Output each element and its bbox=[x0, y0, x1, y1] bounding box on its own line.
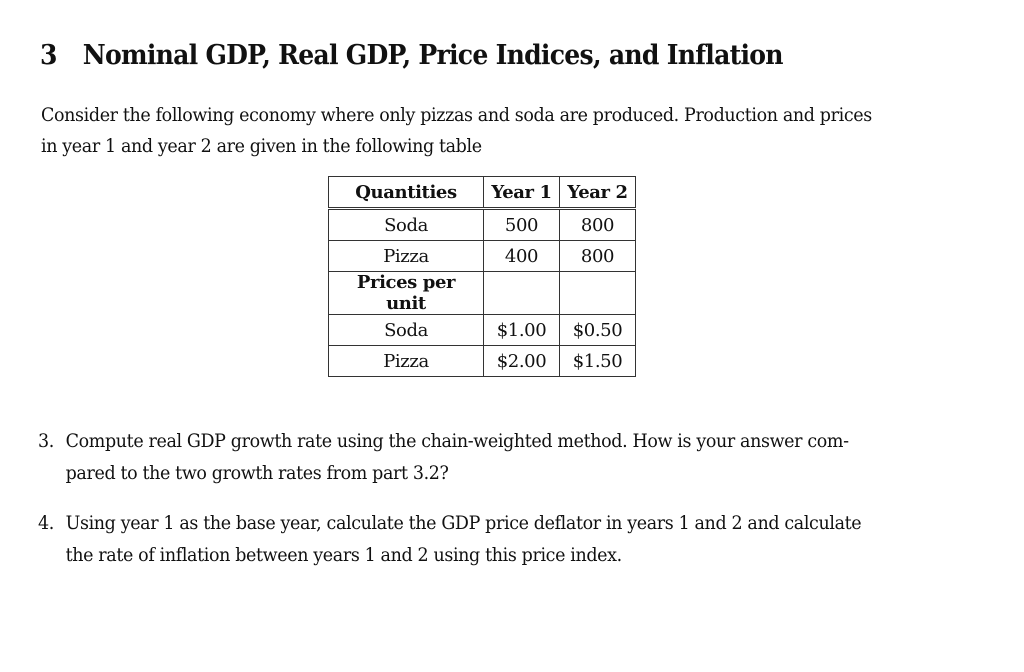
question-line: Compute real GDP growth rate using the c… bbox=[65, 430, 849, 452]
table-header-row: Quantities Year 1 Year 2 bbox=[328, 176, 636, 210]
production-prices-table: Quantities Year 1 Year 2 Soda 500 800 Pi… bbox=[328, 176, 636, 377]
section-heading: 3 Nominal GDP, Real GDP, Price Indices, a… bbox=[40, 40, 784, 71]
question-line: pared to the two growth rates from part … bbox=[65, 462, 449, 484]
question-text: Compute real GDP growth rate using the c… bbox=[66, 425, 849, 489]
question-item: 3. Compute real GDP growth rate using th… bbox=[38, 425, 921, 489]
year-2-value: $0.50 bbox=[559, 314, 636, 346]
year-2-value: 800 bbox=[559, 208, 636, 241]
year-1-value: $2.00 bbox=[483, 345, 560, 377]
header-year-2: Year 2 bbox=[559, 176, 636, 210]
year-2-value: 800 bbox=[559, 240, 636, 272]
question-number: 3. bbox=[38, 430, 54, 452]
question-line: Using year 1 as the base year, calculate… bbox=[65, 512, 862, 534]
table-row: Soda $1.00 $0.50 bbox=[328, 314, 636, 346]
table-row: Soda 500 800 bbox=[328, 208, 636, 241]
header-quantities: Quantities bbox=[328, 176, 484, 210]
row-label: Pizza bbox=[328, 240, 484, 272]
intro-line-2: in year 1 and year 2 are given in the fo… bbox=[41, 135, 482, 157]
question-item: 4. Using year 1 as the base year, calcul… bbox=[38, 507, 921, 571]
row-label: Soda bbox=[328, 314, 484, 346]
section-title: Nominal GDP, Real GDP, Price Indices, an… bbox=[82, 40, 784, 71]
header-year-1: Year 1 bbox=[483, 176, 560, 210]
section-label-prices: Prices per unit bbox=[328, 271, 484, 315]
year-2-value bbox=[559, 271, 636, 315]
year-1-value: 500 bbox=[483, 208, 560, 241]
year-1-value: $1.00 bbox=[483, 314, 560, 346]
question-number: 4. bbox=[38, 512, 54, 534]
section-number: 3 bbox=[40, 40, 57, 71]
table-row: Pizza $2.00 $1.50 bbox=[328, 345, 636, 377]
table-row: Pizza 400 800 bbox=[328, 240, 636, 272]
year-1-value bbox=[483, 271, 560, 315]
question-text: Using year 1 as the base year, calculate… bbox=[66, 507, 862, 571]
table-section-row: Prices per unit bbox=[328, 271, 636, 315]
intro-paragraph: Consider the following economy where onl… bbox=[41, 100, 872, 162]
question-list: 3. Compute real GDP growth rate using th… bbox=[38, 425, 921, 589]
year-1-value: 400 bbox=[483, 240, 560, 272]
year-2-value: $1.50 bbox=[559, 345, 636, 377]
intro-line-1: Consider the following economy where onl… bbox=[41, 104, 872, 126]
row-label: Pizza bbox=[328, 345, 484, 377]
row-label: Soda bbox=[328, 208, 484, 241]
question-line: the rate of inflation between years 1 an… bbox=[65, 544, 623, 566]
